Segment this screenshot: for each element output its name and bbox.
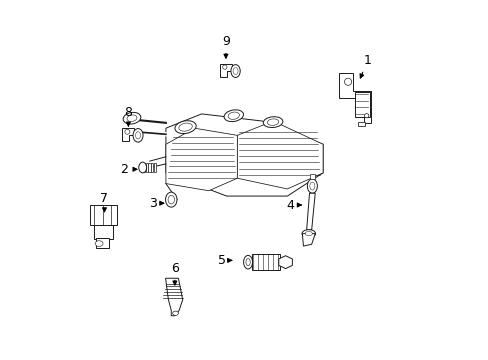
Bar bbox=[251, 254, 280, 270]
Bar bbox=[94, 225, 113, 239]
Polygon shape bbox=[165, 128, 237, 191]
Ellipse shape bbox=[133, 129, 143, 142]
Circle shape bbox=[222, 65, 226, 69]
Polygon shape bbox=[306, 193, 315, 230]
Text: 4: 4 bbox=[286, 198, 301, 212]
Polygon shape bbox=[339, 73, 370, 123]
Ellipse shape bbox=[165, 192, 177, 207]
Ellipse shape bbox=[139, 162, 146, 173]
Ellipse shape bbox=[230, 64, 240, 77]
Text: 7: 7 bbox=[100, 192, 108, 212]
Polygon shape bbox=[122, 128, 134, 141]
Bar bbox=[309, 174, 314, 179]
Ellipse shape bbox=[179, 123, 192, 131]
Text: 9: 9 bbox=[222, 35, 229, 58]
Circle shape bbox=[364, 113, 368, 118]
Text: 5: 5 bbox=[218, 254, 231, 267]
Ellipse shape bbox=[172, 311, 178, 315]
Ellipse shape bbox=[175, 121, 196, 134]
Circle shape bbox=[124, 129, 130, 134]
Ellipse shape bbox=[245, 258, 250, 266]
Bar bbox=[354, 93, 369, 117]
Bar bbox=[154, 163, 156, 172]
Circle shape bbox=[344, 78, 351, 85]
Ellipse shape bbox=[224, 110, 243, 122]
Ellipse shape bbox=[263, 117, 282, 127]
Ellipse shape bbox=[307, 179, 317, 193]
Ellipse shape bbox=[243, 255, 252, 269]
Ellipse shape bbox=[127, 115, 137, 121]
Bar bbox=[151, 163, 153, 172]
Ellipse shape bbox=[135, 132, 140, 139]
Polygon shape bbox=[220, 64, 231, 77]
Bar bbox=[142, 163, 144, 172]
Text: 2: 2 bbox=[120, 163, 137, 176]
Ellipse shape bbox=[302, 230, 315, 238]
Ellipse shape bbox=[123, 112, 141, 124]
Polygon shape bbox=[165, 114, 323, 196]
Bar bbox=[90, 205, 117, 225]
Polygon shape bbox=[237, 121, 323, 189]
Ellipse shape bbox=[228, 112, 239, 120]
Ellipse shape bbox=[95, 241, 103, 247]
Bar bbox=[145, 163, 147, 172]
Bar bbox=[148, 163, 150, 172]
Bar bbox=[357, 122, 365, 126]
Text: 1: 1 bbox=[359, 54, 371, 78]
Ellipse shape bbox=[233, 68, 238, 75]
Text: 6: 6 bbox=[170, 262, 179, 285]
Polygon shape bbox=[278, 256, 292, 269]
Polygon shape bbox=[165, 278, 183, 316]
Ellipse shape bbox=[168, 195, 174, 204]
Text: 8: 8 bbox=[124, 106, 132, 126]
Ellipse shape bbox=[305, 231, 312, 236]
Ellipse shape bbox=[267, 119, 278, 125]
Polygon shape bbox=[302, 234, 315, 246]
Bar bbox=[95, 238, 109, 248]
Ellipse shape bbox=[309, 182, 314, 190]
Text: 3: 3 bbox=[149, 197, 163, 210]
